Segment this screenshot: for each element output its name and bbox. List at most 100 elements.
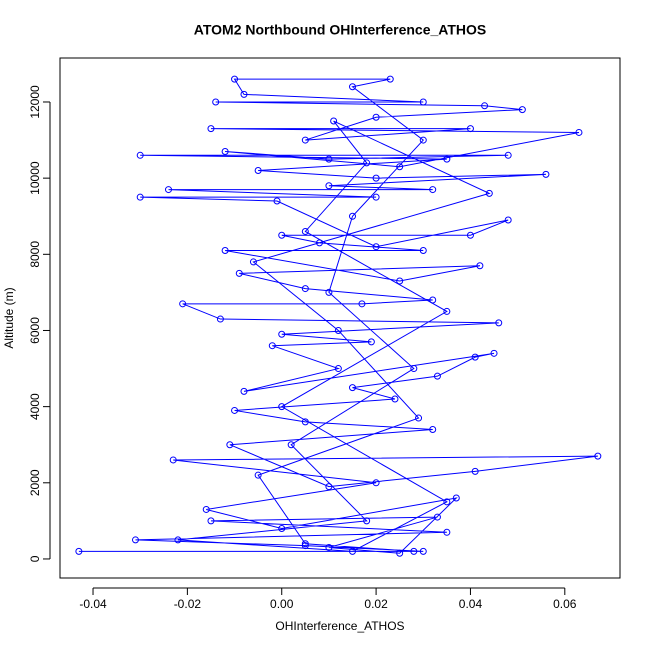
data-point [240,387,248,395]
data-point [301,136,309,144]
data-point [386,75,394,83]
data-point [301,285,309,293]
data-point [216,315,224,323]
data-point [235,269,243,277]
chart-title: ATOM2 Northbound OHInterference_ATHOS [194,22,486,38]
x-tick-label: -0.04 [79,597,107,611]
data-point [231,75,239,83]
data-point [419,547,427,555]
data-point [367,338,375,346]
data-point [495,319,503,327]
data-point [254,167,262,175]
data-point [240,90,248,98]
plot-frame [59,57,621,579]
data-point [273,197,281,205]
data-point [481,102,489,110]
data-point [278,330,286,338]
data-point [249,258,257,266]
data-point [136,193,144,201]
y-tick-label: 6000 [28,317,42,344]
data-point [471,353,479,361]
data-point [372,479,380,487]
x-tick-label: 0.04 [459,597,483,611]
data-point [504,151,512,159]
data-point [325,155,333,163]
data-point [301,227,309,235]
data-point [575,128,583,136]
data-point [391,395,399,403]
data-point [429,186,437,194]
data-point [221,147,229,155]
data-point [169,456,177,464]
data-point [278,231,286,239]
data-point [334,365,342,373]
data-point [349,384,357,392]
data-point [396,163,404,171]
data-point [207,125,215,133]
data-point [325,182,333,190]
data-point [542,170,550,178]
y-tick-label: 12000 [28,85,42,119]
data-point [372,193,380,201]
data-point [443,528,451,536]
data-point [372,174,380,182]
data-point [301,540,309,548]
data-point [287,441,295,449]
data-point [301,418,309,426]
data-point [278,524,286,532]
data-point [504,216,512,224]
data-point [212,98,220,106]
data-point [75,547,83,555]
data-point [443,155,451,163]
data-point [396,277,404,285]
data-point [174,536,182,544]
x-tick-label: -0.02 [174,597,202,611]
data-point [226,441,234,449]
data-point [471,467,479,475]
data-point [466,125,474,133]
data-point [325,483,333,491]
data-point [363,517,371,525]
data-point [349,83,357,91]
data-point [254,471,262,479]
data-point [415,414,423,422]
data-point [429,425,437,433]
data-point [131,536,139,544]
data-point [202,505,210,513]
data-point [301,542,309,550]
data-point [363,159,371,167]
data-point [221,247,229,255]
data-point [485,189,493,197]
data-point [419,136,427,144]
data-point [466,231,474,239]
y-tick-label: 8000 [28,241,42,268]
data-point [136,151,144,159]
x-tick-label: 0.06 [553,597,577,611]
data-point [325,544,333,552]
y-tick-label: 4000 [28,393,42,420]
data-point [372,243,380,251]
data-point [268,342,276,350]
data-point [325,288,333,296]
data-point [165,186,173,194]
data-point [429,296,437,304]
data-point [231,406,239,414]
data-point [419,98,427,106]
data-point [349,547,357,555]
data-point [207,517,215,525]
data-point [419,247,427,255]
data-point [358,300,366,308]
data-point [372,113,380,121]
x-tick-label: 0.02 [364,597,388,611]
data-point [518,106,526,114]
x-axis-label: OHInterference_ATHOS [275,619,404,633]
x-tick-label: 0.00 [270,597,294,611]
data-point [349,212,357,220]
y-tick-label: 0 [28,555,42,562]
data-line [78,78,598,554]
y-axis-label: Altitude (m) [2,287,16,348]
data-point [443,498,451,506]
data-point [452,494,460,502]
data-point [334,326,342,334]
data-point [594,452,602,460]
